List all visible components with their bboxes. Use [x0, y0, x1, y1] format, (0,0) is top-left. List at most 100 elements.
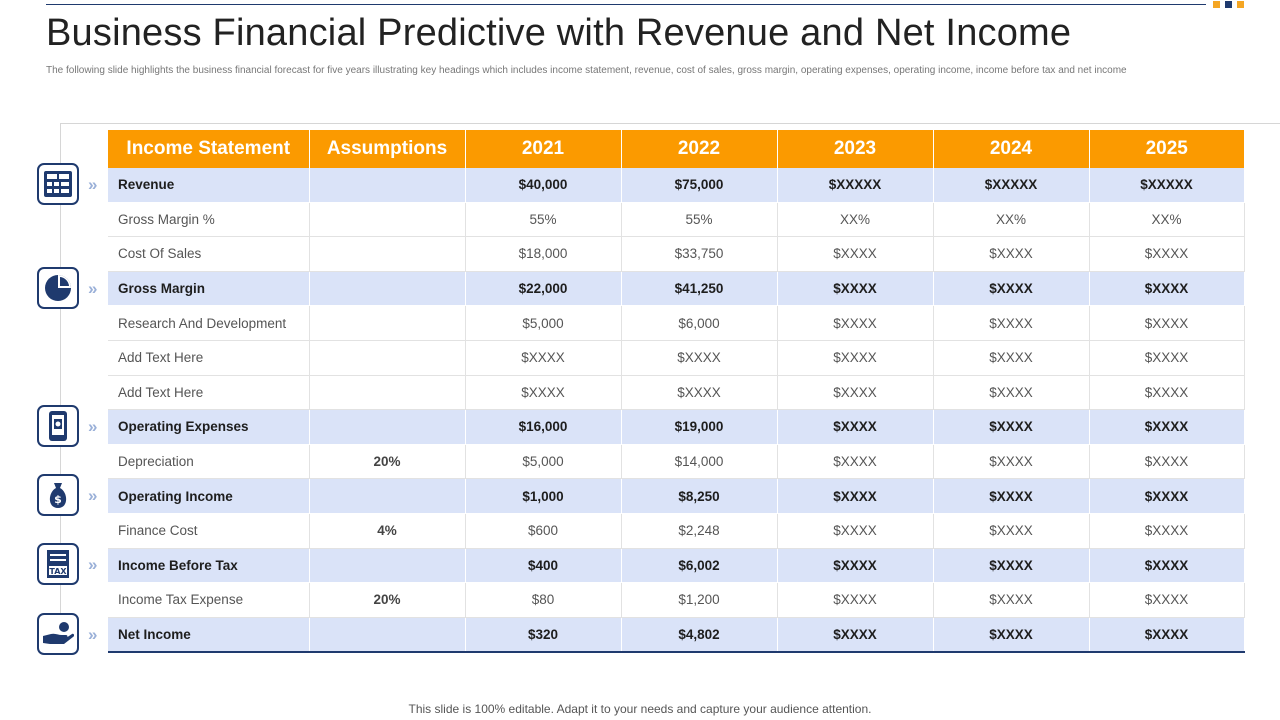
tax-document-icon: TAX — [37, 543, 79, 585]
value-cell: $XXXX — [777, 236, 934, 272]
table-row: Add Text Here $XXXX $XXXX $XXXX $XXXX $XXXX — [108, 340, 1245, 376]
value-cell: $5,000 — [465, 444, 622, 480]
column-header: 2021 — [465, 130, 622, 168]
row-label: Depreciation — [108, 444, 310, 480]
value-cell: $40,000 — [465, 168, 622, 203]
value-cell: $XXXX — [777, 478, 934, 514]
value-cell: $XXXX — [1089, 513, 1245, 549]
value-cell: $XXXX — [1089, 305, 1245, 341]
value-cell: $XXXX — [777, 305, 934, 341]
row-label: Gross Margin — [108, 271, 310, 307]
column-header: 2022 — [621, 130, 778, 168]
assumption-cell — [309, 168, 466, 203]
table-row: Research And Development $5,000 $6,000 $XXX… — [108, 305, 1245, 341]
row-label: Research And Development — [108, 305, 310, 341]
pie-chart-icon — [37, 267, 79, 309]
table-row: Income Tax Expense 20% $80 $1,200 $XXXX $XXXX… — [108, 582, 1245, 618]
column-header: 2023 — [777, 130, 934, 168]
value-cell: $XXXX — [777, 271, 934, 307]
value-cell: $XXXX — [1089, 375, 1245, 411]
value-cell: $19,000 — [621, 409, 778, 445]
value-cell: $XXXX — [465, 340, 622, 376]
row-label: Revenue — [108, 168, 310, 203]
chevron-right-icon: » — [88, 175, 98, 194]
tax-badge-text: TAX — [49, 567, 67, 576]
value-cell: $XXXX — [777, 409, 934, 445]
value-cell: $XXXX — [621, 340, 778, 376]
value-cell: $XXXX — [933, 444, 1090, 480]
value-cell: $XXXX — [777, 548, 934, 584]
column-header: Assumptions — [309, 130, 466, 168]
table-row: Finance Cost 4% $600 $2,248 $XXXX $XXXX $XXXX — [108, 513, 1245, 549]
value-cell: $XXXX — [1089, 478, 1245, 514]
value-cell: $XXXX — [1089, 271, 1245, 307]
value-cell: $XXXX — [933, 478, 1090, 514]
value-cell: $XXXX — [1089, 617, 1245, 654]
row-label: Gross Margin % — [108, 202, 310, 238]
value-cell: $XXXX — [933, 513, 1090, 549]
value-cell: $XXXX — [465, 375, 622, 411]
assumption-cell — [309, 305, 466, 341]
assumption-cell: 4% — [309, 513, 466, 549]
table-row: Add Text Here $XXXX $XXXX $XXXX $XXXX $XXXX — [108, 375, 1245, 411]
frame-line-horizontal — [60, 123, 1280, 124]
assumption-cell — [309, 548, 466, 584]
value-cell: $5,000 — [465, 305, 622, 341]
table-row: Income Before Tax $400 $6,002 $XXXX $XXXX $XX… — [108, 548, 1245, 584]
value-cell: $XXXX — [777, 444, 934, 480]
income-statement-table: Income Statement Assumptions 2021 2022 2… — [108, 130, 1245, 654]
value-cell: $XXXX — [1089, 236, 1245, 272]
table-row: Net Income $320 $4,802 $XXXX $XXXX $XXXX — [108, 617, 1245, 654]
column-header: 2025 — [1089, 130, 1244, 168]
row-label: Income Tax Expense — [108, 582, 310, 618]
square-gold — [1213, 1, 1220, 8]
value-cell: $16,000 — [465, 409, 622, 445]
value-cell: $XXXX — [1089, 340, 1245, 376]
value-cell: $320 — [465, 617, 622, 654]
page-subtitle: The following slide highlights the busin… — [46, 65, 1127, 76]
page-title: Business Financial Predictive with Reven… — [46, 12, 1072, 54]
value-cell: $1,000 — [465, 478, 622, 514]
hand-coin-icon — [37, 613, 79, 655]
chevron-right-icon: » — [88, 279, 98, 298]
value-cell: $XXXX — [1089, 548, 1245, 584]
money-bag-icon: $ — [37, 474, 79, 516]
assumption-cell: 20% — [309, 444, 466, 480]
value-cell: 55% — [465, 202, 622, 238]
value-cell: $XXXX — [1089, 409, 1245, 445]
value-cell: $XXXX — [777, 582, 934, 618]
value-cell: $XXXX — [933, 409, 1090, 445]
table-row: Operating Income $1,000 $8,250 $XXXX $XXXX $X… — [108, 478, 1245, 514]
value-cell: $4,802 — [621, 617, 778, 654]
value-cell: XX% — [1089, 202, 1245, 238]
row-label: Add Text Here — [108, 340, 310, 376]
value-cell: $XXXXX — [933, 168, 1090, 203]
value-cell: $XXXX — [933, 375, 1090, 411]
value-cell: $6,000 — [621, 305, 778, 341]
value-cell: $1,200 — [621, 582, 778, 618]
table-row: Gross Margin % 55% 55% XX% XX% XX% — [108, 202, 1245, 238]
value-cell: $XXXX — [1089, 444, 1245, 480]
value-cell: $XXXX — [933, 582, 1090, 618]
table-row: Gross Margin $22,000 $41,250 $XXXX $XXXX $XXX… — [108, 271, 1245, 307]
table-row: Depreciation 20% $5,000 $14,000 $XXXX $XXXX $X… — [108, 444, 1245, 480]
square-navy — [1225, 1, 1232, 8]
column-header: 2024 — [933, 130, 1090, 168]
value-cell: $XXXX — [1089, 582, 1245, 618]
frame-line-vertical — [60, 123, 61, 653]
row-label: Finance Cost — [108, 513, 310, 549]
value-cell: $XXXX — [933, 548, 1090, 584]
assumption-cell — [309, 375, 466, 411]
value-cell: $XXXX — [933, 236, 1090, 272]
assumption-cell — [309, 202, 466, 238]
value-cell: $8,250 — [621, 478, 778, 514]
value-cell: $2,248 — [621, 513, 778, 549]
value-cell: $XXXX — [777, 340, 934, 376]
row-label: Cost Of Sales — [108, 236, 310, 272]
assumption-cell — [309, 617, 466, 654]
assumption-cell — [309, 340, 466, 376]
chevron-right-icon: » — [88, 555, 98, 574]
value-cell: $22,000 — [465, 271, 622, 307]
value-cell: $600 — [465, 513, 622, 549]
value-cell: $75,000 — [621, 168, 778, 203]
